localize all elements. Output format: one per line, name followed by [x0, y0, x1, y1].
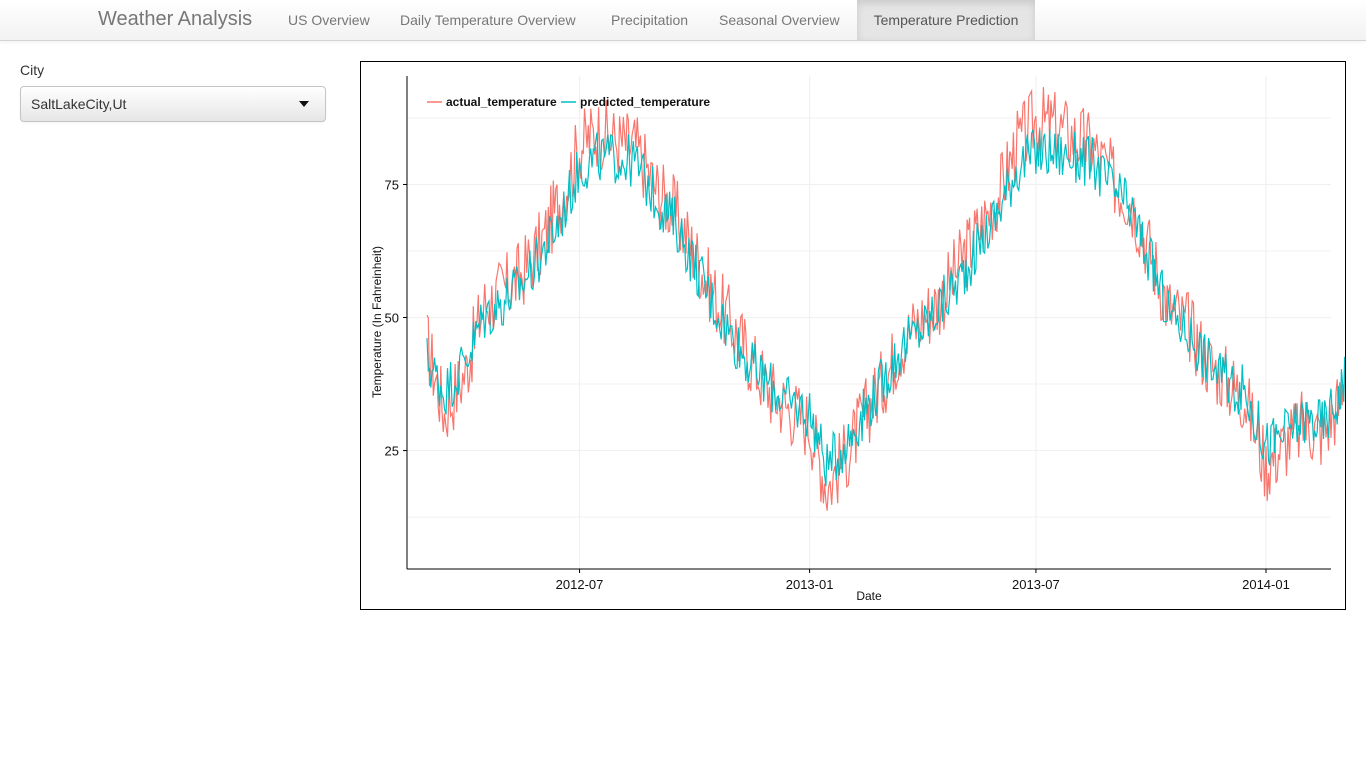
axis-ticks: 25 50 75 2012-07 2013-01 2013-07 2014-01: [385, 177, 1290, 592]
legend: actual_temperature predicted_temperature: [427, 95, 710, 109]
x-tick-label: 2012-07: [556, 577, 604, 592]
tab-precipitation[interactable]: Precipitation: [611, 12, 689, 28]
grid-lines: [407, 76, 1331, 569]
navbar: Weather Analysis US Overview Daily Tempe…: [0, 0, 1366, 41]
tab-daily-temperature-overview[interactable]: Daily Temperature Overview: [400, 12, 576, 28]
x-tick-label: 2013-07: [1012, 577, 1060, 592]
legend-label-predicted-temperature: predicted_temperature: [580, 95, 710, 109]
x-tick-label: 2013-01: [786, 577, 834, 592]
x-axis-title: Date: [856, 589, 882, 603]
caret-down-icon[interactable]: [299, 101, 309, 107]
tab-seasonal-overview[interactable]: Seasonal Overview: [719, 12, 840, 28]
temperature-prediction-plot: 25 50 75 2012-07 2013-01 2013-07 2014-01 Date …: [360, 61, 1346, 610]
city-select[interactable]: SaltLakeCity,Ut: [20, 86, 326, 122]
city-label: City: [20, 62, 45, 78]
series-line-actual-temperature: [426, 87, 1345, 511]
series-line-predicted-temperature: [426, 129, 1345, 487]
series-lines: [426, 87, 1345, 511]
legend-label-actual-temperature: actual_temperature: [446, 95, 557, 109]
app-title[interactable]: Weather Analysis: [98, 8, 253, 30]
tab-temperature-prediction[interactable]: Temperature Prediction: [857, 0, 1035, 40]
x-tick-label: 2014-01: [1242, 577, 1290, 592]
y-tick-label: 50: [385, 311, 399, 326]
city-select-value: SaltLakeCity,Ut: [31, 96, 127, 112]
y-axis-title: Temperature (In Fahreinheit): [370, 246, 384, 398]
tab-us-overview[interactable]: US Overview: [288, 12, 370, 28]
y-tick-label: 75: [385, 177, 399, 192]
y-tick-label: 25: [385, 444, 399, 459]
